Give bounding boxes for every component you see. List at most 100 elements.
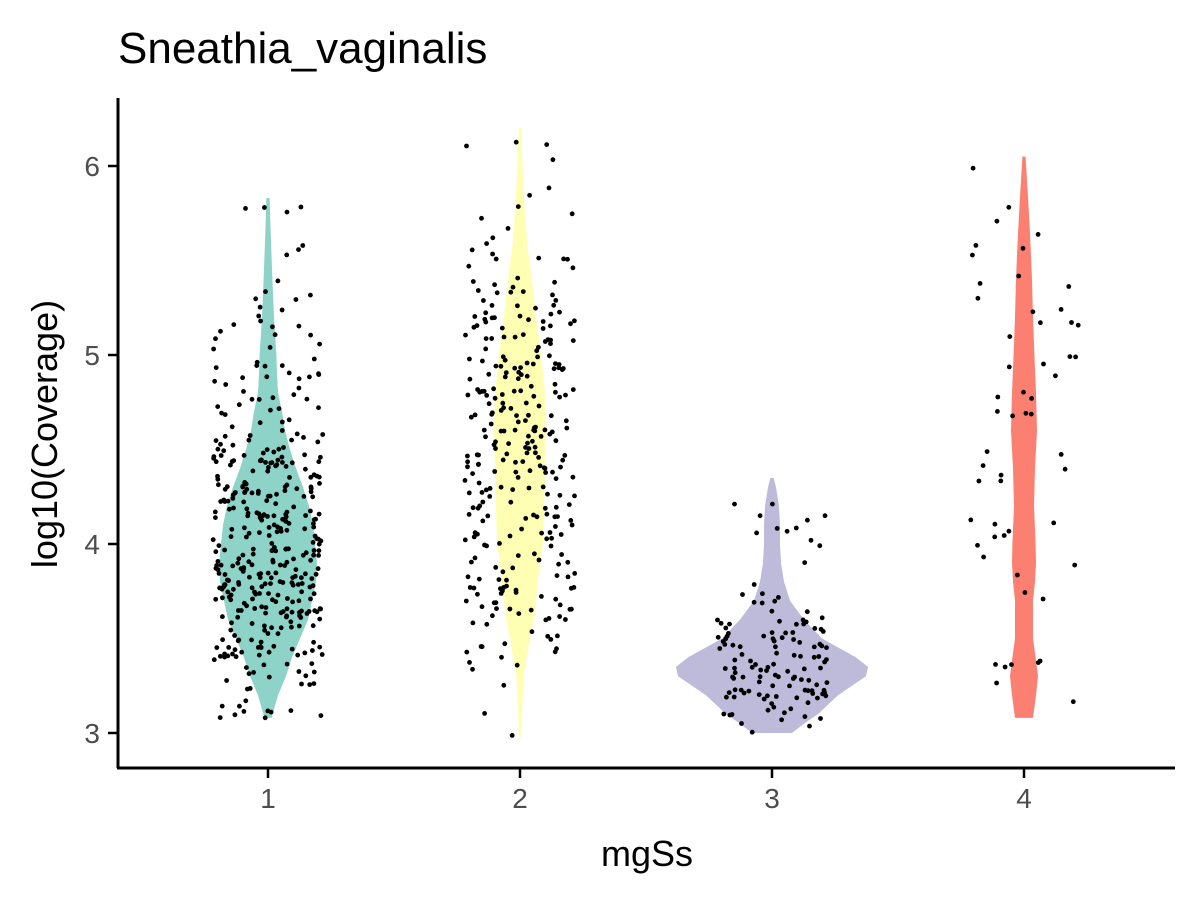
data-point bbox=[469, 247, 475, 253]
data-point bbox=[300, 552, 306, 558]
data-point bbox=[823, 693, 829, 699]
data-point bbox=[561, 256, 566, 262]
data-point bbox=[493, 256, 499, 262]
data-point bbox=[299, 581, 305, 586]
data-point bbox=[486, 401, 492, 407]
data-point bbox=[520, 332, 526, 337]
data-point bbox=[732, 665, 737, 671]
data-point bbox=[485, 513, 491, 519]
data-point bbox=[771, 704, 777, 710]
data-point bbox=[302, 452, 307, 458]
data-point bbox=[1075, 322, 1081, 328]
data-point bbox=[290, 582, 296, 588]
data-point bbox=[801, 666, 807, 672]
data-point bbox=[805, 700, 811, 706]
data-point bbox=[282, 518, 288, 524]
data-point bbox=[226, 645, 232, 650]
data-point bbox=[1062, 466, 1068, 472]
data-point bbox=[470, 505, 476, 511]
data-point bbox=[311, 521, 316, 526]
data-point bbox=[553, 504, 559, 510]
data-point bbox=[769, 701, 775, 706]
data-point bbox=[465, 459, 470, 465]
data-point bbox=[557, 309, 562, 315]
data-point bbox=[798, 653, 803, 659]
data-point bbox=[504, 577, 509, 583]
data-point bbox=[482, 711, 487, 716]
data-point bbox=[515, 553, 521, 558]
data-point bbox=[469, 559, 474, 565]
data-point bbox=[732, 501, 737, 507]
data-point bbox=[263, 460, 268, 465]
data-point bbox=[258, 458, 264, 464]
data-point bbox=[546, 185, 552, 191]
data-point bbox=[553, 298, 559, 303]
data-point bbox=[515, 303, 520, 309]
data-point bbox=[303, 571, 308, 577]
data-point bbox=[280, 460, 285, 465]
data-point bbox=[273, 463, 278, 469]
data-point bbox=[213, 336, 218, 342]
chart-title: Sneathia_vaginalis bbox=[118, 24, 487, 73]
data-point bbox=[242, 525, 247, 531]
data-point bbox=[293, 297, 299, 302]
data-point bbox=[512, 334, 518, 340]
data-point bbox=[271, 513, 277, 519]
data-point bbox=[513, 459, 518, 465]
data-point bbox=[550, 157, 556, 163]
data-point bbox=[483, 434, 488, 440]
data-point bbox=[500, 457, 506, 463]
data-point bbox=[317, 616, 323, 622]
data-point bbox=[553, 476, 559, 481]
data-point bbox=[551, 302, 557, 308]
data-point bbox=[303, 466, 308, 472]
data-point bbox=[223, 382, 229, 387]
data-point bbox=[271, 643, 277, 649]
data-point bbox=[540, 484, 546, 490]
data-point bbox=[536, 455, 541, 460]
data-point bbox=[463, 598, 469, 604]
data-point bbox=[765, 707, 771, 713]
data-point bbox=[241, 600, 247, 606]
data-point bbox=[497, 541, 502, 546]
data-point bbox=[540, 326, 546, 331]
data-point bbox=[256, 397, 262, 402]
data-point bbox=[513, 469, 519, 475]
data-point bbox=[724, 633, 730, 639]
data-point bbox=[532, 428, 538, 434]
data-point bbox=[483, 319, 489, 325]
data-point bbox=[213, 596, 219, 602]
data-point bbox=[1016, 273, 1022, 279]
data-point bbox=[252, 606, 258, 611]
data-point bbox=[539, 530, 544, 536]
data-point bbox=[998, 472, 1004, 478]
data-point bbox=[492, 469, 498, 474]
data-point bbox=[298, 615, 304, 620]
data-point bbox=[216, 571, 222, 576]
data-point bbox=[543, 470, 548, 475]
data-point bbox=[721, 711, 727, 717]
data-point bbox=[476, 480, 482, 486]
data-point bbox=[565, 574, 571, 580]
data-point bbox=[480, 499, 486, 505]
data-point bbox=[814, 682, 820, 688]
data-point bbox=[303, 513, 308, 518]
data-point bbox=[723, 625, 729, 631]
data-point bbox=[236, 556, 242, 562]
data-point bbox=[296, 669, 302, 674]
data-point bbox=[264, 447, 270, 452]
data-point bbox=[304, 611, 310, 616]
data-point bbox=[250, 546, 256, 552]
data-point bbox=[310, 648, 315, 653]
data-point bbox=[285, 596, 290, 601]
data-point bbox=[722, 666, 728, 671]
data-point bbox=[496, 577, 502, 582]
data-point bbox=[284, 527, 290, 533]
data-point bbox=[510, 487, 516, 492]
data-point bbox=[809, 688, 815, 694]
data-point bbox=[257, 304, 263, 310]
data-point bbox=[490, 613, 495, 619]
data-point bbox=[314, 609, 320, 615]
data-point bbox=[480, 518, 486, 524]
data-point bbox=[749, 729, 755, 735]
